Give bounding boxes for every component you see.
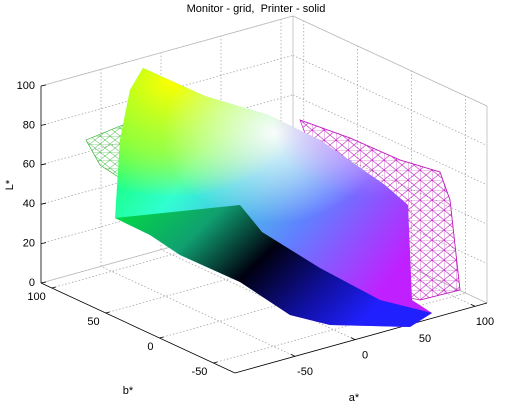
y-tick [159, 336, 164, 339]
chart-title: Monitor - grid, Printer - solid [187, 3, 326, 15]
z-tick [40, 163, 47, 166]
printer-shade [115, 68, 432, 327]
z-tick [40, 124, 47, 126]
y-tick [213, 361, 218, 364]
y-tick-label: 50 [87, 316, 99, 328]
y-axis-line [40, 282, 236, 374]
x-axis-label: a* [349, 392, 360, 404]
x-tick-label: 100 [476, 316, 494, 328]
grid-line [213, 96, 466, 364]
z-tick-label: 20 [23, 238, 35, 250]
x-tick-label: 0 [362, 350, 368, 362]
z-tick [40, 202, 47, 205]
x-tick [470, 303, 476, 307]
grid-segment [100, 266, 296, 357]
z-tick-label: 0 [29, 277, 35, 289]
x-tick [290, 353, 296, 357]
grid-line [100, 69, 296, 357]
x-tick-label: -50 [297, 366, 313, 378]
x-axis-line [234, 302, 488, 374]
z-tick-label: 60 [23, 159, 35, 171]
grid-segment [160, 249, 356, 340]
monitor-mesh-edge [299, 119, 461, 301]
y-tick [51, 286, 56, 289]
y-tick-label: 100 [27, 291, 45, 303]
z-tick-label: 40 [23, 198, 35, 210]
box-edge [292, 15, 488, 107]
z-axis-label: L* [4, 179, 16, 190]
x-tick-label: 50 [419, 333, 431, 345]
printer-dark-face [115, 205, 432, 327]
z-tick [40, 84, 47, 87]
printer-gamut-solid [115, 68, 461, 327]
grid-line [40, 15, 488, 107]
z-tick [40, 242, 47, 244]
z-tick [40, 281, 47, 284]
y-tick-label: -50 [192, 366, 208, 378]
y-axis-label: b* [123, 385, 134, 397]
grid-segment [213, 292, 466, 364]
grid-segment [292, 55, 488, 146]
grid-segment [292, 94, 488, 186]
x-tick [350, 337, 356, 341]
y-tick-label: 0 [147, 341, 153, 353]
box-edge [40, 15, 294, 87]
y-tick [105, 311, 110, 314]
z-tick-label: 80 [23, 119, 35, 131]
z-tick-label: 100 [17, 80, 35, 92]
